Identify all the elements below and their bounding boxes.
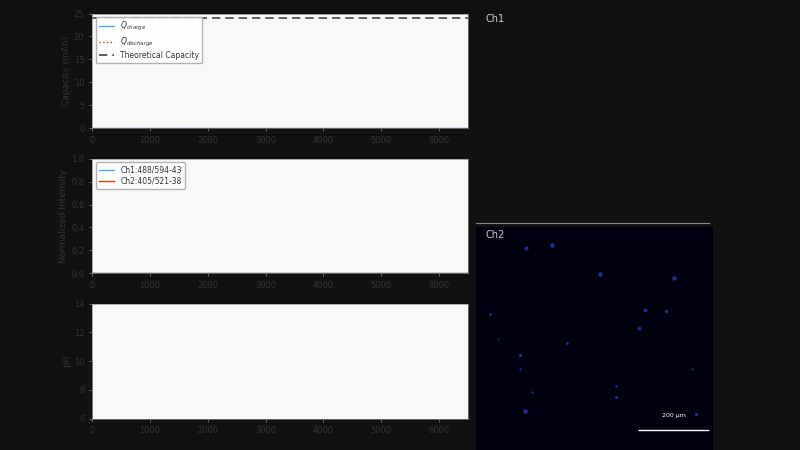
Text: Ch2: Ch2	[486, 230, 505, 239]
Text: 200 μm: 200 μm	[662, 414, 686, 418]
Text: Ch1: Ch1	[486, 14, 505, 23]
Y-axis label: pH: pH	[62, 355, 71, 367]
Y-axis label: Capacity (mAh): Capacity (mAh)	[62, 36, 71, 106]
Legend: Ch1:488/594-43, Ch2:405/521-38: Ch1:488/594-43, Ch2:405/521-38	[96, 162, 185, 189]
Bar	[476, 227, 713, 450]
Legend: $Q_{charge}$, $Q_{discharge}$, Theoretical Capacity: $Q_{charge}$, $Q_{discharge}$, Theoretic…	[96, 17, 202, 63]
Y-axis label: Normalized Intensity: Normalized Intensity	[59, 169, 68, 263]
